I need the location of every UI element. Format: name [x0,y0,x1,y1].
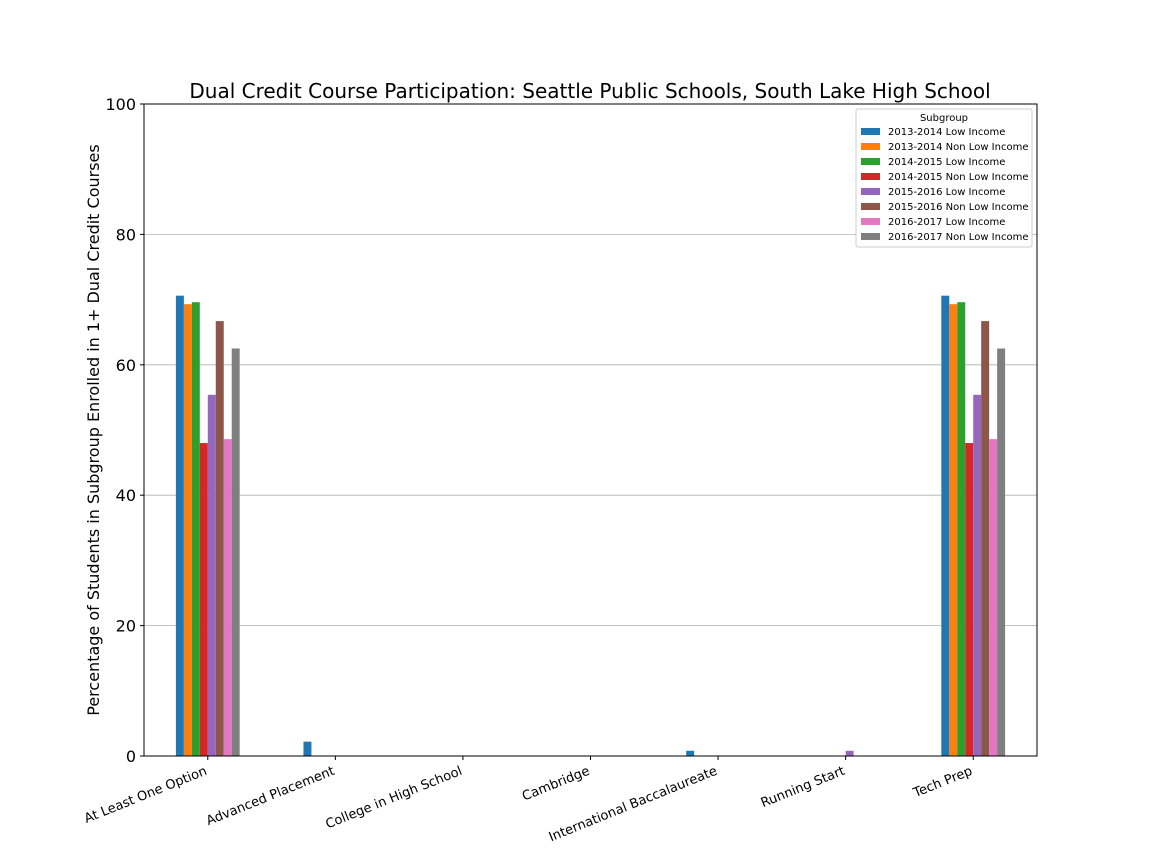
legend-swatch [861,218,880,225]
bar [686,750,695,756]
legend-swatch [861,173,880,180]
bar [957,302,966,756]
x-tick-label: Tech Prep [911,764,975,802]
legend-label: 2014-2015 Non Low Income [888,172,1028,183]
legend-label: 2013-2014 Low Income [888,127,1005,138]
x-tick-label: College in High School [324,764,465,833]
bar [981,321,990,756]
y-tick-label: 80 [116,225,136,244]
legend-label: 2016-2017 Non Low Income [888,232,1028,243]
bar [199,443,208,756]
legend-label: 2015-2016 Non Low Income [888,202,1028,213]
x-tick-label: Running Start [759,764,847,811]
y-tick-label: 40 [116,486,136,505]
bar [207,394,216,756]
legend-swatch [861,158,880,165]
y-tick-label: 0 [126,747,136,766]
bar [965,443,974,756]
bars [175,295,1006,756]
gridlines [144,233,1037,626]
bar [215,321,224,756]
x-tick-label: At Least One Option [82,764,209,827]
legend: Subgroup 2013-2014 Low Income 2013-2014 N… [855,108,1033,248]
bar [973,394,982,756]
bar [175,295,184,756]
legend-items: 2013-2014 Low Income 2013-2014 Non Low In… [861,127,1028,243]
legend-swatch [861,143,880,150]
x-tick-label: Cambridge [520,764,592,805]
y-tick-label: 60 [116,356,136,375]
chart-title: Dual Credit Course Participation: Seattl… [189,79,990,103]
y-ticks: 0 20 40 60 80 100 [105,95,144,766]
y-axis-label: Percentage of Students in Subgroup Enrol… [84,144,103,715]
legend-swatch [861,203,880,210]
bar [997,348,1006,756]
legend-swatch [861,188,880,195]
legend-frame [855,108,1033,248]
bar [223,439,232,756]
bar [949,304,958,756]
bar [845,750,854,756]
legend-swatch [861,233,880,240]
y-tick-label: 20 [116,617,136,636]
x-tick-label: Advanced Placement [204,764,337,829]
legend-label: 2015-2016 Low Income [888,187,1005,198]
legend-label: 2016-2017 Low Income [888,217,1005,228]
legend-label: 2013-2014 Non Low Income [888,142,1028,153]
y-tick-label: 100 [105,95,136,114]
legend-title: Subgroup [920,113,968,124]
bar [989,439,998,756]
legend-swatch [861,128,880,135]
legend-label: 2014-2015 Low Income [888,157,1005,168]
bar [941,295,950,756]
bar [303,741,312,756]
bar [231,348,240,756]
bar [191,302,200,756]
bar [183,304,192,756]
